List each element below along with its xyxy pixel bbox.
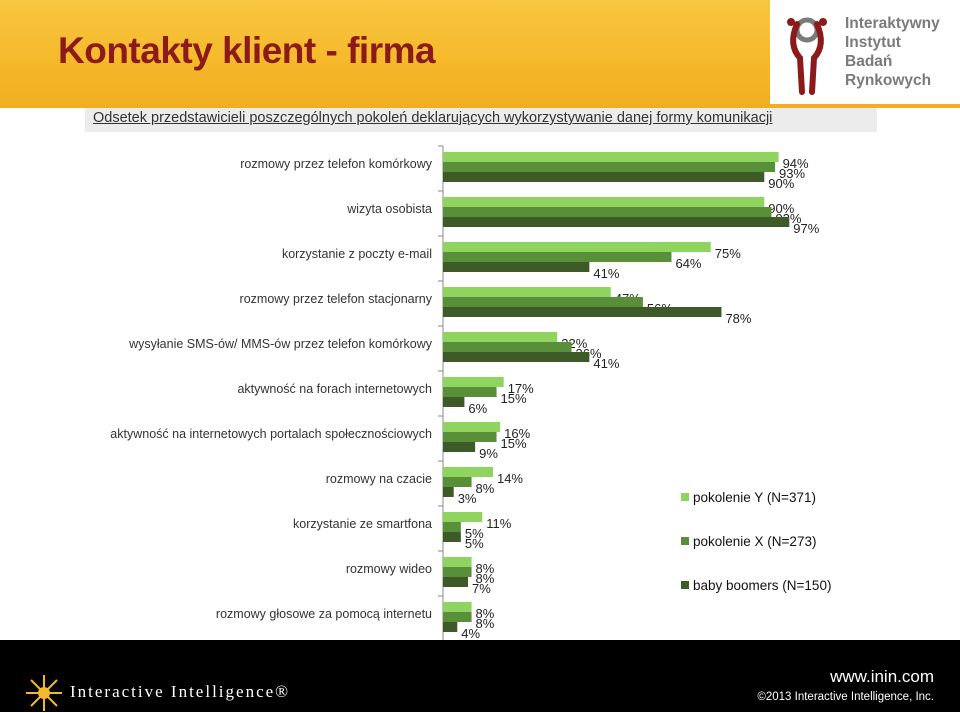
data-label: 7% [472,581,491,596]
bar [443,577,468,587]
category-label: korzystanie z poczty e-mail [282,247,432,261]
legend-swatch [681,493,689,501]
data-label: 75% [715,246,741,261]
data-label: 9% [479,446,498,461]
data-label: 4% [461,626,480,641]
legend-swatch [681,537,689,545]
figure-logo-icon [787,17,827,95]
data-label: 8% [476,571,495,586]
category-label: aktywność na forach internetowych [237,382,432,396]
bar [443,622,458,632]
footer-url[interactable]: www.inin.com [830,667,934,686]
data-label: 8% [476,616,495,631]
legend-label: pokolenie Y (N=371) [693,490,816,505]
data-label: 5% [465,536,484,551]
category-label: wysyłanie SMS-ów/ MMS-ów przez telefon k… [128,337,433,351]
header-band: Kontakty klient - firma Interaktywny Ins… [0,0,960,108]
starburst-logo-icon [26,675,62,711]
bar [443,352,590,362]
data-label: 6% [468,401,487,416]
category-label: rozmowy na czacie [326,472,432,486]
bar [443,197,765,207]
data-label: 15% [501,436,527,451]
bar [443,512,483,522]
bar [443,162,776,172]
data-label: 15% [501,391,527,406]
data-label: 64% [675,256,701,271]
logo-text: Interaktywny Instytut Badań Rynkowych [845,15,940,89]
bar [443,207,772,217]
bar [443,602,472,612]
bar [443,612,472,622]
bar [443,567,472,577]
data-label: 3% [458,491,477,506]
data-label: 94% [783,156,809,171]
footer-copyright: ©2013 Interactive Intelligence, Inc. [757,691,934,703]
bar [443,152,779,162]
data-label: 78% [725,311,751,326]
data-label: 8% [476,606,495,621]
legend-label: baby boomers (N=150) [693,578,831,593]
bar [443,332,558,342]
data-label: 90% [768,201,794,216]
data-label: 93% [779,166,805,181]
company-logo: Interaktywny Instytut Badań Rynkowych [770,0,960,104]
bar [443,287,611,297]
data-label: 17% [508,381,534,396]
bar [443,377,504,387]
data-label: 11% [486,516,511,531]
category-label: rozmowy głosowe za pomocą internetu [216,607,432,621]
data-label: 8% [476,481,495,496]
bar [443,242,711,252]
bar [443,252,672,262]
bar [443,487,454,497]
subtitle-band [85,108,877,132]
bar [443,262,590,272]
category-label: rozmowy przez telefon komórkowy [240,157,432,171]
category-label: aktywność na internetowych portalach spo… [110,427,432,441]
bar [443,217,790,227]
chart-title: Odsetek przedstawicieli poszczególnych p… [93,110,773,126]
data-label: 8% [476,561,495,576]
data-label: 5% [465,526,484,541]
bar [443,387,497,397]
bar [443,422,501,432]
page-title: Kontakty klient - firma [58,30,436,71]
data-label: 41% [593,266,619,281]
bar [443,172,765,182]
legend-label: pokolenie X (N=273) [693,534,816,549]
category-label: rozmowy przez telefon stacjonarny [240,292,433,306]
bar [443,397,465,407]
bar [443,297,643,307]
bar [443,442,476,452]
bar [443,307,722,317]
data-label: 90% [768,176,794,191]
category-label: korzystanie ze smartfona [293,517,432,531]
bar [443,522,461,532]
data-label: 41% [593,356,619,371]
bar [443,432,497,442]
data-label: 14% [497,471,523,486]
footer-band: Interactive Intelligence® www.inin.com ©… [0,640,960,712]
data-label: 16% [504,426,530,441]
bar [443,532,461,542]
footer-brand: Interactive Intelligence® [70,682,291,701]
bar [443,342,572,352]
category-label: rozmowy wideo [346,562,432,576]
category-label: wizyta osobista [346,202,432,216]
bar [443,477,472,487]
bar [443,557,472,567]
bar [443,467,493,477]
legend-swatch [681,581,689,589]
data-label: 97% [793,221,819,236]
